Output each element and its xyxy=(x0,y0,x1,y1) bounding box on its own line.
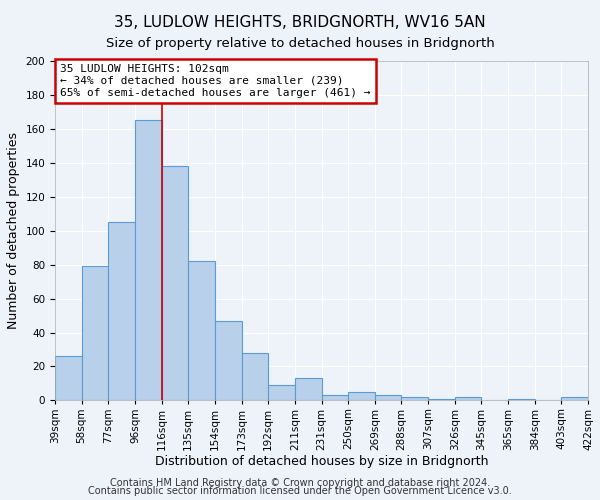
X-axis label: Distribution of detached houses by size in Bridgnorth: Distribution of detached houses by size … xyxy=(155,455,488,468)
Bar xyxy=(242,353,268,401)
Bar xyxy=(268,385,295,400)
Y-axis label: Number of detached properties: Number of detached properties xyxy=(7,132,20,329)
Bar xyxy=(188,261,215,400)
Text: 35 LUDLOW HEIGHTS: 102sqm
← 34% of detached houses are smaller (239)
65% of semi: 35 LUDLOW HEIGHTS: 102sqm ← 34% of detac… xyxy=(61,64,371,98)
Bar xyxy=(401,397,428,400)
Text: Contains HM Land Registry data © Crown copyright and database right 2024.: Contains HM Land Registry data © Crown c… xyxy=(110,478,490,488)
Text: Size of property relative to detached houses in Bridgnorth: Size of property relative to detached ho… xyxy=(106,38,494,51)
Bar xyxy=(135,120,161,400)
Bar xyxy=(55,356,82,401)
Bar xyxy=(161,166,188,400)
Bar xyxy=(562,397,588,400)
Text: Contains public sector information licensed under the Open Government Licence v3: Contains public sector information licen… xyxy=(88,486,512,496)
Bar xyxy=(508,398,535,400)
Bar xyxy=(295,378,322,400)
Bar xyxy=(428,398,455,400)
Bar xyxy=(322,396,348,400)
Text: 35, LUDLOW HEIGHTS, BRIDGNORTH, WV16 5AN: 35, LUDLOW HEIGHTS, BRIDGNORTH, WV16 5AN xyxy=(114,15,486,30)
Bar xyxy=(82,266,108,400)
Bar xyxy=(215,320,242,400)
Bar xyxy=(375,396,401,400)
Bar xyxy=(455,397,481,400)
Bar xyxy=(108,222,135,400)
Bar xyxy=(348,392,375,400)
